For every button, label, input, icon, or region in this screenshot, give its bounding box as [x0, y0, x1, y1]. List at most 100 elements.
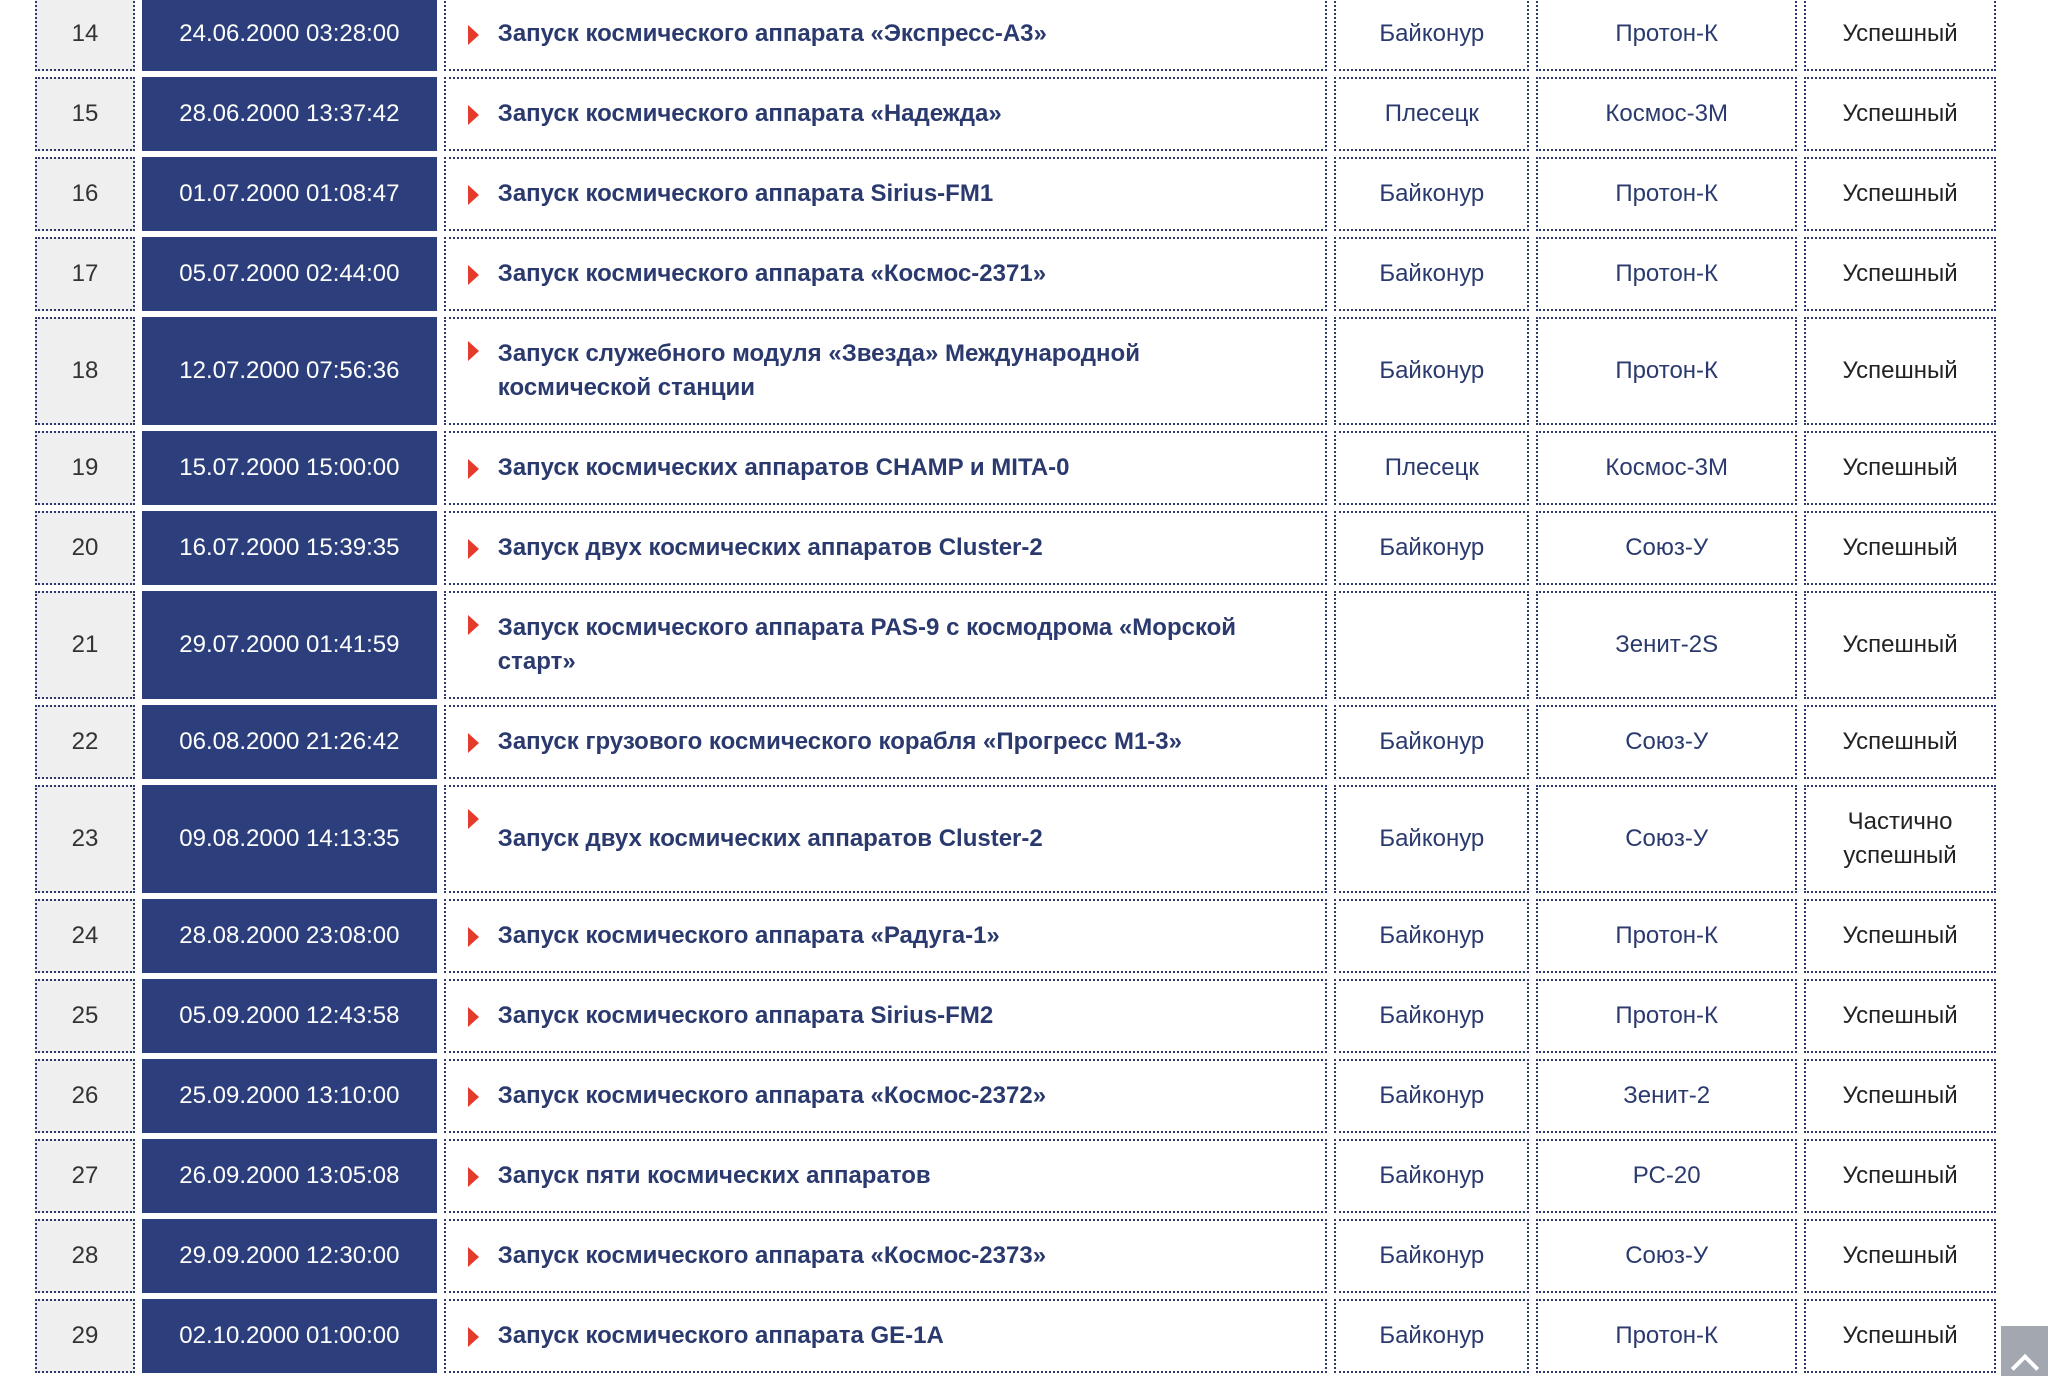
launch-title-link-text[interactable]: Запуск двух космических аппаратов Cluste…	[497, 825, 1043, 852]
launch-title-link[interactable]: Запуск служебного модуля «Звезда» Междун…	[443, 317, 1328, 425]
launch-site-text: Байконур	[1379, 728, 1485, 755]
expand-arrow-icon[interactable]	[467, 105, 479, 125]
launch-site-text: Байконур	[1379, 825, 1485, 852]
launch-title-link-text[interactable]: Запуск космического аппарата «Экспресс-А…	[497, 20, 1047, 47]
launch-vehicle: Союз-У	[1536, 785, 1798, 893]
expand-arrow-icon[interactable]	[467, 1167, 479, 1187]
launch-vehicle-text: РС-20	[1632, 1162, 1701, 1189]
launch-title-link[interactable]: Запуск космического аппарата «Космос-237…	[443, 237, 1328, 311]
launch-result-text: Успешный	[1842, 1322, 1958, 1349]
launch-vehicle-text: Союз-У	[1625, 534, 1709, 561]
row-number: 21	[35, 591, 135, 699]
launch-result: Успешный	[1804, 1059, 1996, 1133]
row-number-text: 17	[71, 260, 99, 287]
launch-date-text: 05.07.2000 02:44:00	[179, 260, 400, 287]
launch-date: 02.10.2000 01:00:00	[141, 1299, 437, 1373]
launch-title-link-text[interactable]: Запуск служебного модуля «Звезда» Междун…	[497, 340, 1140, 401]
launch-date-text: 28.08.2000 23:08:00	[179, 922, 400, 949]
launch-title-link[interactable]: Запуск пяти космических аппаратов	[443, 1139, 1328, 1213]
row-number: 29	[35, 1299, 135, 1373]
launch-title-link-text[interactable]: Запуск грузового космического корабля «П…	[497, 728, 1182, 755]
launch-title-link[interactable]: Запуск космического аппарата PAS-9 с кос…	[443, 591, 1328, 699]
launch-title-link-text[interactable]: Запуск космических аппаратов CHAMP и MIT…	[497, 454, 1070, 481]
row-number-text: 16	[71, 180, 99, 207]
expand-arrow-icon[interactable]	[467, 927, 479, 947]
launch-result: Успешный	[1804, 317, 1996, 425]
launch-date: 29.09.2000 12:30:00	[141, 1219, 437, 1293]
table-row: 19 15.07.2000 15:00:00 Запуск космических …	[35, 431, 1996, 505]
launch-site: Байконур	[1334, 1299, 1530, 1373]
launch-result-text: Успешный	[1842, 728, 1958, 755]
launch-result: Успешный	[1804, 1299, 1996, 1373]
expand-arrow-icon[interactable]	[467, 809, 479, 829]
expand-arrow-icon[interactable]	[467, 1247, 479, 1267]
launch-title-link[interactable]: Запуск космического аппарата «Космос-237…	[443, 1059, 1328, 1133]
launch-vehicle: Протон-К	[1536, 317, 1798, 425]
expand-arrow-icon[interactable]	[467, 1007, 479, 1027]
launch-title-link-text[interactable]: Запуск космического аппарата Sirius-FM2	[497, 1002, 994, 1029]
launch-title-link[interactable]: Запуск грузового космического корабля «П…	[443, 705, 1328, 779]
launch-vehicle: Протон-К	[1536, 237, 1798, 311]
launch-title-link-text[interactable]: Запуск двух космических аппаратов Cluste…	[497, 534, 1043, 561]
launch-result: Успешный	[1804, 979, 1996, 1053]
row-number-text: 24	[71, 922, 99, 949]
launch-date: 24.06.2000 03:28:00	[141, 0, 437, 71]
launch-title-link[interactable]: Запуск двух космических аппаратов Cluste…	[443, 511, 1328, 585]
launch-title-link-text[interactable]: Запуск космического аппарата «Космос-237…	[497, 1082, 1047, 1109]
launch-date-text: 24.06.2000 03:28:00	[179, 20, 400, 47]
launch-date: 28.08.2000 23:08:00	[141, 899, 437, 973]
launch-title-link[interactable]: Запуск космического аппарата GE-1A	[443, 1299, 1328, 1373]
launch-title-link[interactable]: Запуск космического аппарата Sirius-FM2	[443, 979, 1328, 1053]
launch-result: Успешный	[1804, 591, 1996, 699]
launch-title-link-text[interactable]: Запуск космического аппарата «Надежда»	[497, 100, 1002, 127]
expand-arrow-icon[interactable]	[467, 265, 479, 285]
launch-title-link[interactable]: Запуск космического аппарата «Космос-237…	[443, 1219, 1328, 1293]
expand-arrow-icon[interactable]	[467, 341, 479, 361]
launch-title-link-text[interactable]: Запуск космического аппарата «Космос-237…	[497, 260, 1047, 287]
launch-title-link-text[interactable]: Запуск космического аппарата Sirius-FM1	[497, 180, 994, 207]
launch-date-text: 26.09.2000 13:05:08	[179, 1162, 400, 1189]
launch-vehicle-text: Союз-У	[1625, 728, 1709, 755]
row-number-text: 21	[71, 631, 99, 658]
expand-arrow-icon[interactable]	[467, 1327, 479, 1347]
launch-title-link[interactable]: Запуск двух космических аппаратов Cluste…	[443, 785, 1328, 893]
launch-site-text: Байконур	[1379, 1002, 1485, 1029]
launch-vehicle: Зенит-2	[1536, 1059, 1798, 1133]
launch-title-link[interactable]: Запуск космического аппарата Sirius-FM1	[443, 157, 1328, 231]
launch-date-text: 05.09.2000 12:43:58	[179, 1002, 400, 1029]
launch-title-link[interactable]: Запуск космического аппарата «Надежда»	[443, 77, 1328, 151]
launch-result: Успешный	[1804, 0, 1996, 71]
expand-arrow-icon[interactable]	[467, 459, 479, 479]
row-number: 15	[35, 77, 135, 151]
launch-title-link-text[interactable]: Запуск космического аппарата «Радуга-1»	[497, 922, 1000, 949]
row-number: 27	[35, 1139, 135, 1213]
launch-result-text: Успешный	[1842, 357, 1958, 384]
launch-title-link-text[interactable]: Запуск пяти космических аппаратов	[497, 1162, 931, 1189]
expand-arrow-icon[interactable]	[467, 615, 479, 635]
launch-vehicle: Протон-К	[1536, 979, 1798, 1053]
expand-arrow-icon[interactable]	[467, 733, 479, 753]
launch-title-link[interactable]: Запуск космических аппаратов CHAMP и MIT…	[443, 431, 1328, 505]
launch-result-text: Успешный	[1842, 1002, 1958, 1029]
launch-site-text: Байконур	[1379, 1162, 1485, 1189]
launch-site-text: Байконур	[1379, 534, 1485, 561]
launch-site-text: Байконур	[1379, 1322, 1485, 1349]
expand-arrow-icon[interactable]	[467, 1087, 479, 1107]
expand-arrow-icon[interactable]	[467, 185, 479, 205]
launch-date-text: 02.10.2000 01:00:00	[179, 1322, 400, 1349]
launch-vehicle: Союз-У	[1536, 705, 1798, 779]
table-row: 24 28.08.2000 23:08:00 Запуск космического…	[35, 899, 1996, 973]
launch-title-link[interactable]: Запуск космического аппарата «Радуга-1»	[443, 899, 1328, 973]
launch-title-link[interactable]: Запуск космического аппарата «Экспресс-А…	[443, 0, 1328, 71]
launch-result: Успешный	[1804, 1219, 1996, 1293]
launch-date: 01.07.2000 01:08:47	[141, 157, 437, 231]
table-row: 20 16.07.2000 15:39:35 Запуск двух космиче…	[35, 511, 1996, 585]
launch-site-text: Байконур	[1379, 1242, 1485, 1269]
launch-title-link-text[interactable]: Запуск космического аппарата «Космос-237…	[497, 1242, 1047, 1269]
launch-title-link-text[interactable]: Запуск космического аппарата GE-1A	[497, 1322, 944, 1349]
expand-arrow-icon[interactable]	[467, 539, 479, 559]
scroll-to-top-button[interactable]	[2001, 1326, 2048, 1382]
launch-title-link-text[interactable]: Запуск космического аппарата PAS-9 с кос…	[497, 614, 1237, 675]
launch-result: Успешный	[1804, 77, 1996, 151]
expand-arrow-icon[interactable]	[467, 25, 479, 45]
